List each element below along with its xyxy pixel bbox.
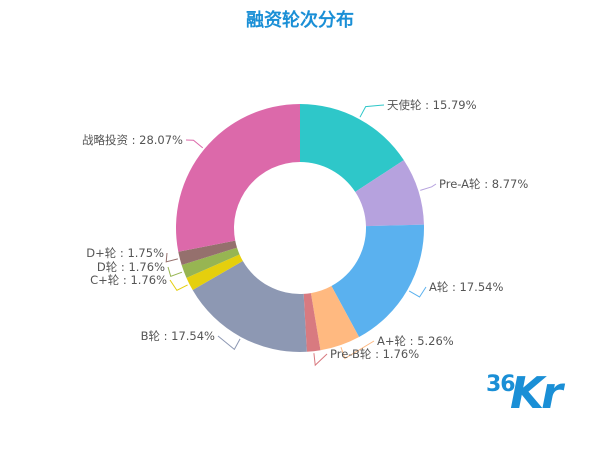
slice-天使轮 [300, 104, 404, 192]
leader-line-Pre-A轮 [420, 183, 437, 191]
leader-line-Pre-B轮 [313, 353, 328, 367]
leader-line-D+轮 [165, 252, 178, 263]
label-Pre-A轮: Pre-A轮 : 8.77% [439, 177, 528, 191]
label-战略投资: 战略投资 : 28.07% [82, 133, 183, 147]
slice-A轮 [331, 224, 424, 338]
slice-D+轮 [178, 240, 238, 265]
logo-kr: Kr [510, 368, 563, 419]
label-天使轮: 天使轮 : 15.79% [387, 98, 477, 112]
label-Pre-B轮: Pre-B轮 : 1.76% [330, 347, 419, 361]
leader-line-C+轮 [169, 279, 188, 291]
36kr-logo: 36 Kr [486, 368, 578, 422]
slice-Pre-B轮 [303, 293, 321, 352]
chart-title: 融资轮次分布 [246, 10, 354, 31]
label-D+轮: D+轮 : 1.75% [86, 246, 164, 260]
leader-line-A+轮 [340, 340, 375, 360]
label-A+轮: A+轮 : 5.26% [377, 334, 454, 348]
slice-D轮 [181, 247, 240, 278]
logo-36: 36 [486, 372, 516, 397]
slice-C+轮 [186, 254, 243, 291]
leader-line-战略投资 [185, 139, 204, 149]
slice-A+轮 [310, 286, 360, 351]
label-A轮: A轮 : 17.54% [429, 280, 503, 294]
leader-line-D轮 [167, 266, 183, 278]
label-C+轮: C+轮 : 1.76% [90, 273, 167, 287]
leader-line-A轮 [408, 286, 427, 298]
slice-战略投资 [175, 104, 300, 252]
label-D轮: D轮 : 1.76% [97, 260, 165, 274]
label-B轮: B轮 : 17.54% [141, 329, 215, 343]
leader-line-B轮 [217, 335, 241, 351]
slice-B轮 [192, 261, 307, 352]
leader-line-天使轮 [359, 104, 385, 118]
slice-Pre-A轮 [355, 160, 424, 227]
